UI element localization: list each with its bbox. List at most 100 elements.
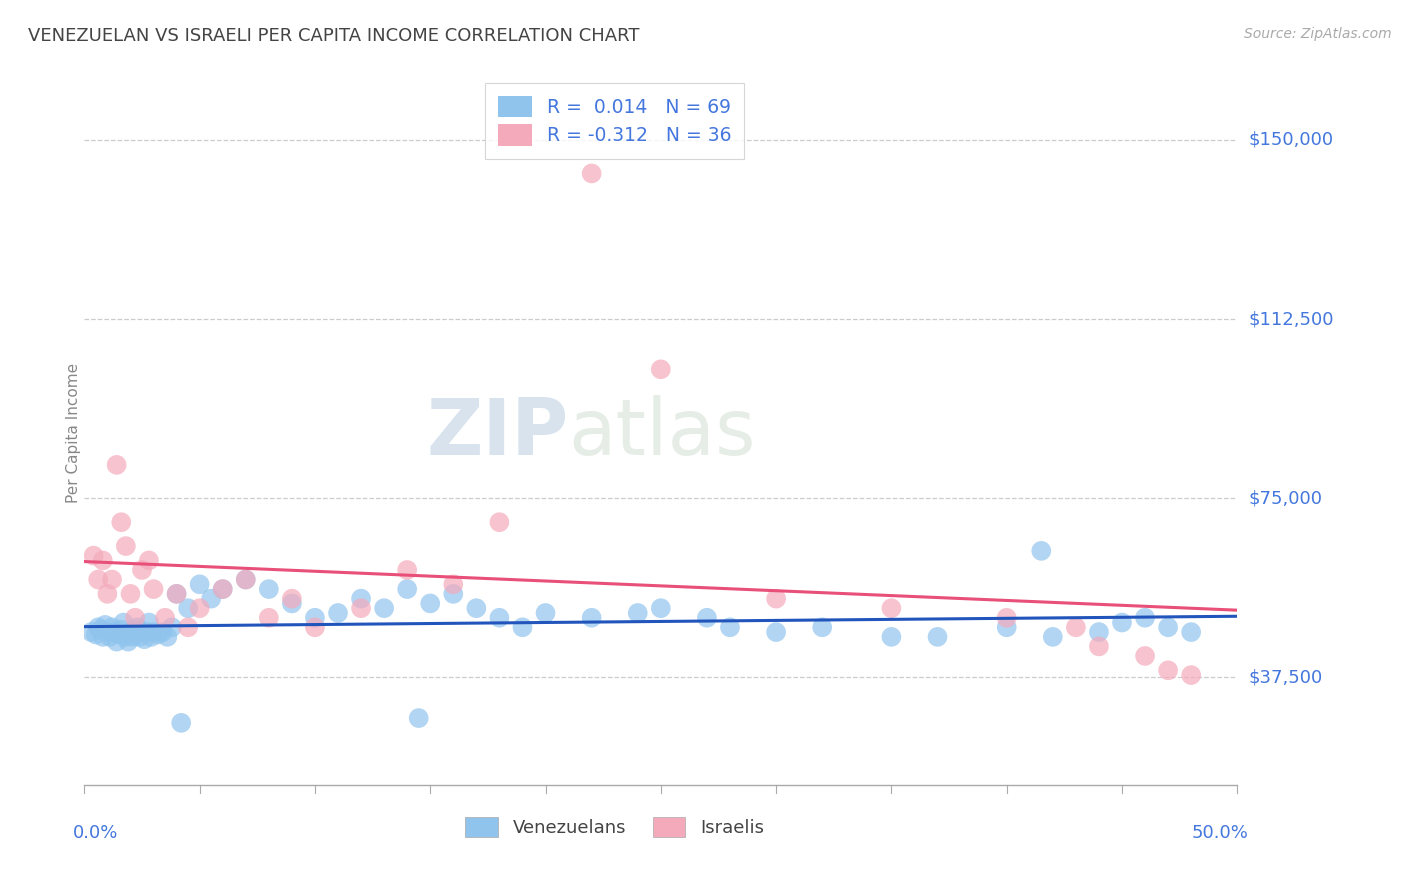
Point bbox=[1157, 620, 1180, 634]
Point bbox=[441, 577, 464, 591]
Text: $150,000: $150,000 bbox=[1249, 131, 1333, 149]
Point bbox=[488, 515, 510, 529]
Point bbox=[281, 596, 304, 610]
Point bbox=[112, 615, 135, 630]
Point bbox=[120, 587, 142, 601]
Point bbox=[105, 458, 128, 472]
Point bbox=[105, 634, 128, 648]
Point bbox=[1157, 663, 1180, 677]
Point bbox=[581, 611, 603, 625]
Text: atlas: atlas bbox=[568, 394, 756, 471]
Point bbox=[188, 577, 211, 591]
Text: Source: ZipAtlas.com: Source: ZipAtlas.com bbox=[1244, 27, 1392, 41]
Point bbox=[765, 625, 787, 640]
Point bbox=[134, 632, 156, 647]
Point bbox=[211, 582, 233, 596]
Point bbox=[257, 582, 280, 596]
Text: $75,000: $75,000 bbox=[1249, 490, 1323, 508]
Point bbox=[121, 630, 143, 644]
Point bbox=[138, 553, 160, 567]
Text: $37,500: $37,500 bbox=[1249, 668, 1323, 687]
Point bbox=[131, 625, 153, 640]
Text: 0.0%: 0.0% bbox=[73, 823, 118, 842]
Point bbox=[101, 620, 124, 634]
Text: VENEZUELAN VS ISRAELI PER CAPITA INCOME CORRELATION CHART: VENEZUELAN VS ISRAELI PER CAPITA INCOME … bbox=[28, 27, 640, 45]
Point bbox=[117, 634, 139, 648]
Point bbox=[89, 623, 111, 637]
Text: 50.0%: 50.0% bbox=[1192, 823, 1249, 842]
Point bbox=[87, 573, 110, 587]
Point bbox=[87, 620, 110, 634]
Point bbox=[141, 630, 163, 644]
Point bbox=[94, 618, 117, 632]
Point bbox=[1088, 625, 1111, 640]
Point bbox=[101, 573, 124, 587]
Point bbox=[650, 362, 672, 376]
Point bbox=[1133, 648, 1156, 663]
Point bbox=[115, 539, 138, 553]
Point bbox=[581, 166, 603, 180]
Text: ZIP: ZIP bbox=[426, 394, 568, 471]
Point bbox=[811, 620, 834, 634]
Point bbox=[124, 623, 146, 637]
Point bbox=[396, 563, 419, 577]
Point bbox=[166, 587, 188, 601]
Point bbox=[995, 611, 1018, 625]
Point bbox=[166, 587, 188, 601]
Point bbox=[211, 582, 233, 596]
Point bbox=[396, 582, 419, 596]
Point bbox=[1088, 640, 1111, 654]
Point bbox=[995, 620, 1018, 634]
Point bbox=[718, 620, 741, 634]
Point bbox=[1064, 620, 1087, 634]
Point bbox=[177, 620, 200, 634]
Point bbox=[115, 630, 138, 644]
Point bbox=[696, 611, 718, 625]
Point bbox=[373, 601, 395, 615]
Point bbox=[142, 582, 165, 596]
Point bbox=[110, 623, 132, 637]
Point bbox=[91, 630, 114, 644]
Point bbox=[188, 601, 211, 615]
Point bbox=[96, 587, 118, 601]
Point bbox=[1180, 625, 1202, 640]
Point bbox=[146, 627, 169, 641]
Point bbox=[156, 630, 179, 644]
Point bbox=[281, 591, 304, 606]
Point bbox=[235, 573, 257, 587]
Point bbox=[98, 630, 121, 644]
Point bbox=[1042, 630, 1064, 644]
Point bbox=[512, 620, 534, 634]
Point bbox=[1133, 611, 1156, 625]
Point bbox=[84, 627, 107, 641]
Point bbox=[127, 620, 149, 634]
Point bbox=[96, 625, 118, 640]
Point bbox=[152, 625, 174, 640]
Point bbox=[83, 549, 105, 563]
Point bbox=[441, 587, 464, 601]
Point bbox=[110, 515, 132, 529]
Point bbox=[465, 601, 488, 615]
Point bbox=[627, 606, 650, 620]
Point bbox=[153, 611, 176, 625]
Point bbox=[128, 630, 150, 644]
Text: $112,500: $112,500 bbox=[1249, 310, 1334, 328]
Point bbox=[1111, 615, 1133, 630]
Point bbox=[1031, 544, 1053, 558]
Point bbox=[131, 563, 153, 577]
Point bbox=[350, 601, 373, 615]
Point bbox=[880, 601, 903, 615]
Point bbox=[765, 591, 787, 606]
Point bbox=[142, 625, 165, 640]
Point bbox=[534, 606, 557, 620]
Legend: Venezuelans, Israelis: Venezuelans, Israelis bbox=[457, 808, 773, 847]
Point bbox=[927, 630, 949, 644]
Point bbox=[200, 591, 222, 606]
Point bbox=[91, 553, 114, 567]
Point bbox=[650, 601, 672, 615]
Point bbox=[350, 591, 373, 606]
Point bbox=[135, 625, 157, 640]
Point bbox=[124, 611, 146, 625]
Point bbox=[120, 625, 142, 640]
Point bbox=[108, 627, 131, 641]
